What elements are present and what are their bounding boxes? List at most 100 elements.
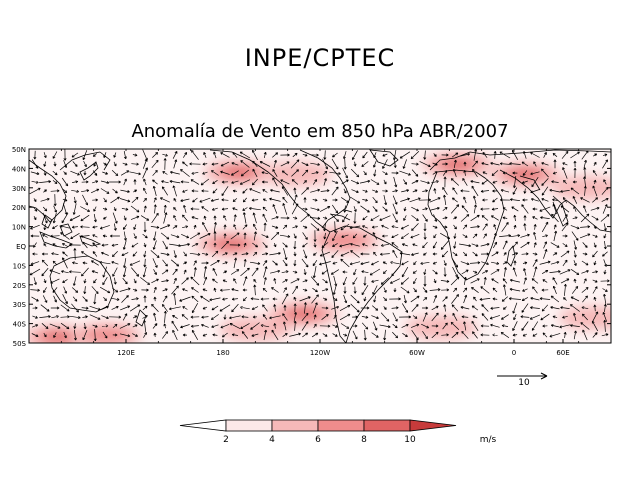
wind-vector bbox=[172, 292, 177, 305]
lon-label: 0 bbox=[512, 349, 516, 357]
wind-vector bbox=[162, 288, 168, 292]
wind-vector bbox=[53, 194, 57, 207]
wind-vector bbox=[250, 322, 260, 330]
wind-vector bbox=[401, 189, 410, 193]
wind-vector bbox=[242, 188, 248, 194]
wind-vector bbox=[552, 198, 558, 202]
wind-vector bbox=[212, 278, 218, 284]
wind-vector bbox=[399, 170, 411, 176]
wind-vector bbox=[72, 180, 79, 184]
reference-vector-label: 10 bbox=[518, 378, 530, 388]
wind-vector bbox=[253, 223, 257, 231]
wind-vector bbox=[91, 180, 99, 184]
wind-vector bbox=[191, 303, 199, 314]
coast-caribbean bbox=[329, 209, 353, 221]
wind-vector bbox=[103, 162, 107, 166]
wind-vector bbox=[471, 286, 479, 293]
lat-label: 20S bbox=[13, 282, 27, 290]
wind-vector bbox=[33, 198, 37, 203]
wind-vector bbox=[450, 321, 460, 331]
wind-vector bbox=[182, 333, 188, 337]
wind-vector bbox=[282, 313, 288, 321]
wind-vector bbox=[120, 189, 130, 193]
wind-vector bbox=[579, 233, 591, 239]
wind-vector bbox=[319, 324, 331, 328]
wind-vector bbox=[103, 152, 107, 158]
wind-vector bbox=[573, 312, 577, 321]
wind-vector bbox=[143, 295, 147, 303]
wind-vector bbox=[263, 277, 267, 285]
wind-vector bbox=[401, 303, 409, 313]
wind-vector bbox=[361, 315, 369, 319]
wind-vector bbox=[401, 266, 409, 278]
wind-vector bbox=[243, 242, 247, 248]
wind-vector bbox=[451, 294, 459, 304]
wind-vector bbox=[349, 261, 361, 266]
wind-vector bbox=[240, 160, 250, 168]
wind-vector bbox=[342, 213, 348, 223]
wind-vector bbox=[472, 270, 478, 274]
wind-vector bbox=[162, 295, 168, 303]
wind-vector bbox=[340, 251, 350, 257]
wind-vector bbox=[603, 240, 607, 250]
wind-vector bbox=[129, 171, 141, 176]
wind-vector bbox=[392, 312, 398, 322]
wind-vector bbox=[43, 332, 47, 338]
wind-vector bbox=[362, 225, 368, 229]
wind-vector bbox=[473, 296, 477, 302]
wind-vector bbox=[541, 269, 549, 275]
wind-vector bbox=[243, 258, 247, 267]
wind-vector bbox=[302, 288, 308, 292]
anomaly-peak bbox=[44, 332, 73, 343]
wind-vector bbox=[491, 261, 500, 265]
wind-vector bbox=[262, 198, 267, 202]
wind-vector bbox=[342, 270, 348, 274]
wind-vector bbox=[372, 232, 378, 240]
anomaly-core bbox=[82, 327, 131, 343]
wind-vector bbox=[593, 260, 597, 266]
wind-vector bbox=[252, 168, 258, 178]
wind-vector bbox=[443, 304, 447, 312]
wind-vector bbox=[280, 179, 290, 185]
wind-vector bbox=[311, 332, 319, 338]
wind-vector bbox=[31, 159, 39, 169]
wind-vector bbox=[82, 241, 88, 249]
wind-vector bbox=[592, 270, 598, 274]
wind-vector bbox=[252, 315, 258, 319]
wind-vector bbox=[353, 268, 357, 276]
wind-vector bbox=[243, 232, 247, 240]
wind-vector bbox=[433, 295, 438, 303]
latitude-axis: 50N 40N 30N 20N 10N EQ 10S 20S 30S 40S 50S bbox=[12, 146, 611, 348]
wind-vector bbox=[492, 197, 498, 203]
wind-vector bbox=[271, 216, 279, 220]
wind-vector bbox=[30, 261, 40, 266]
wind-vector bbox=[502, 240, 508, 250]
wind-vector bbox=[552, 285, 557, 295]
wind-vector bbox=[360, 261, 370, 266]
wind-vector bbox=[190, 324, 199, 328]
wind-vector bbox=[212, 188, 218, 194]
wind-vector bbox=[331, 214, 340, 222]
wind-vector bbox=[471, 305, 479, 311]
wind-vector bbox=[400, 277, 410, 285]
wind-vector bbox=[303, 180, 307, 184]
wind-vector bbox=[220, 170, 230, 175]
wind-vector bbox=[210, 198, 219, 202]
wind-vector bbox=[252, 160, 258, 168]
wind-vector bbox=[159, 197, 170, 203]
wind-vector bbox=[203, 241, 208, 249]
wind-vector bbox=[383, 179, 387, 185]
wind-vector bbox=[480, 189, 490, 193]
wind-vector bbox=[451, 304, 459, 312]
wind-vector bbox=[320, 189, 330, 193]
wind-vector bbox=[381, 224, 389, 229]
wind-vector bbox=[379, 324, 391, 329]
wind-vector bbox=[93, 206, 97, 212]
wind-vector bbox=[222, 252, 228, 256]
wind-vector bbox=[362, 198, 368, 202]
wind-vector bbox=[269, 315, 281, 320]
wind-vector bbox=[151, 303, 159, 312]
wind-vector bbox=[400, 197, 410, 202]
wind-vector bbox=[312, 252, 317, 256]
wind-vector bbox=[433, 188, 437, 194]
